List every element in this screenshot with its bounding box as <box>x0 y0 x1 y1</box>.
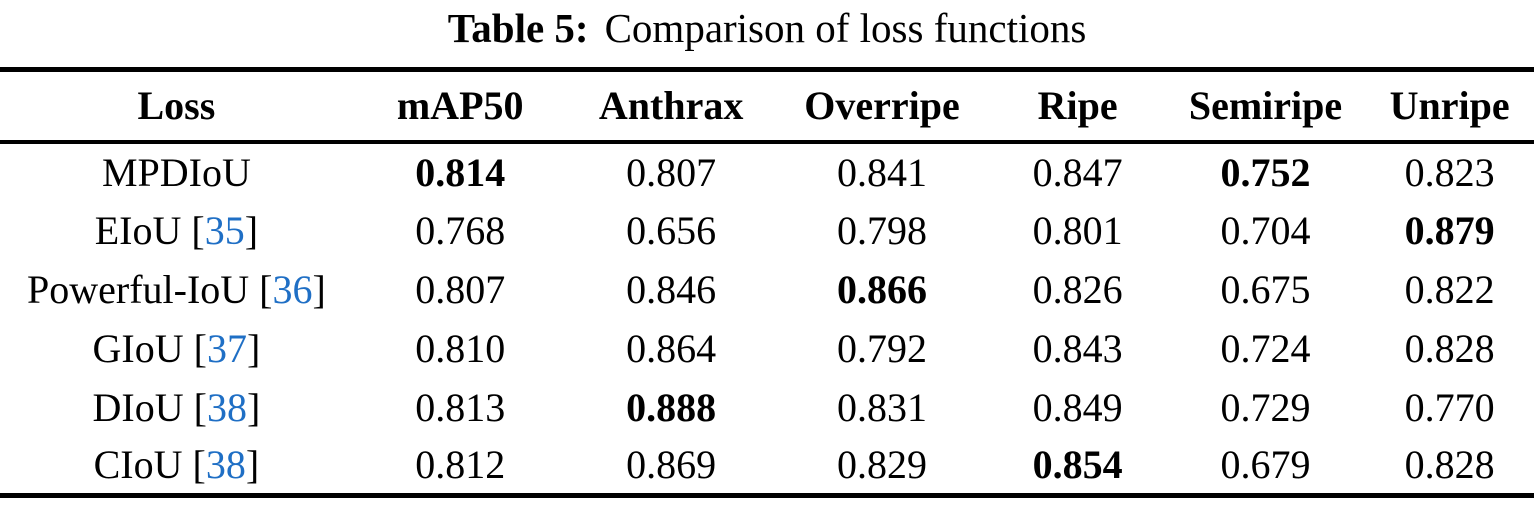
metric-value: 0.704 <box>1220 207 1311 253</box>
metric-value: 0.843 <box>1032 325 1123 371</box>
table-caption-label: Table 5: <box>447 5 589 51</box>
metric-value: 0.822 <box>1404 266 1495 312</box>
table-caption: Table 5: Comparison of loss functions <box>0 0 1534 67</box>
metric-value: 0.828 <box>1404 442 1495 488</box>
table-row: CIoU [38] 0.812 0.869 0.829 0.854 0.679 0.828 <box>0 437 1534 496</box>
citation-link[interactable]: 38 <box>205 442 246 488</box>
metric-value: 0.831 <box>837 384 928 430</box>
metric-value: 0.849 <box>1032 384 1123 430</box>
loss-name: CIoU <box>93 442 183 488</box>
citation-link[interactable]: 36 <box>272 266 313 312</box>
table-body: MPDIoU 0.814 0.807 0.841 0.847 0.752 0.823 EIoU… <box>0 142 1534 496</box>
citation-link[interactable]: 35 <box>204 207 245 253</box>
loss-name: EIoU <box>94 207 182 253</box>
metric-value: 0.810 <box>415 325 506 371</box>
metric-value: 0.828 <box>1404 325 1495 371</box>
citation-link[interactable]: 37 <box>206 325 247 371</box>
metric-value: 0.813 <box>415 384 506 430</box>
table-row: DIoU [38] 0.813 0.888 0.831 0.849 0.729 0.770 <box>0 378 1534 437</box>
table-head: Loss mAP50 Anthrax Overripe Ripe Semiripe Unri… <box>0 69 1534 144</box>
metric-value: 0.801 <box>1032 207 1123 253</box>
citation-link[interactable]: 38 <box>206 384 247 430</box>
loss-name-cell: MPDIoU <box>0 142 353 201</box>
metric-value: 0.866 <box>837 266 928 312</box>
loss-name-cell: GIoU [37] <box>92 325 261 371</box>
metric-value: 0.847 <box>1032 149 1123 195</box>
column-header-anthrax: Anthrax <box>567 69 775 144</box>
metric-value: 0.656 <box>626 207 717 253</box>
metric-value: 0.846 <box>626 266 717 312</box>
metric-value: 0.752 <box>1220 149 1311 195</box>
column-header-overripe: Overripe <box>774 69 990 144</box>
metric-value: 0.864 <box>626 325 717 371</box>
metric-value: 0.724 <box>1220 325 1311 371</box>
metric-value: 0.798 <box>837 207 928 253</box>
loss-name-cell: DIoU [38] <box>92 384 261 430</box>
column-header-map50: mAP50 <box>352 69 568 144</box>
table-caption-text: Comparison of loss functions <box>604 5 1087 51</box>
loss-comparison-table: Loss mAP50 Anthrax Overripe Ripe Semiripe Unri… <box>0 67 1534 498</box>
metric-value: 0.879 <box>1404 207 1495 253</box>
loss-name: GIoU <box>92 325 184 371</box>
table-row: EIoU [35] 0.768 0.656 0.798 0.801 0.704 0.879 <box>0 201 1534 260</box>
metric-value: 0.792 <box>837 325 928 371</box>
header-row: Loss mAP50 Anthrax Overripe Ripe Semiripe Unri… <box>0 69 1534 144</box>
column-header-loss: Loss <box>0 69 353 144</box>
loss-name: MPDIoU <box>101 149 251 195</box>
metric-value: 0.888 <box>626 384 717 430</box>
column-header-ripe: Ripe <box>989 69 1166 144</box>
table-row: MPDIoU 0.814 0.807 0.841 0.847 0.752 0.823 <box>0 142 1534 201</box>
column-header-unripe: Unripe <box>1365 69 1534 144</box>
metric-value: 0.768 <box>415 207 506 253</box>
metric-value: 0.854 <box>1032 442 1123 488</box>
metric-value: 0.826 <box>1032 266 1123 312</box>
metric-value: 0.770 <box>1404 384 1495 430</box>
loss-name-cell: EIoU [35] <box>94 207 259 253</box>
metric-value: 0.869 <box>626 442 717 488</box>
loss-name-cell: CIoU [38] <box>93 442 260 488</box>
metric-value: 0.807 <box>415 266 506 312</box>
table-row: Powerful-IoU [36] 0.807 0.846 0.866 0.826 0.6… <box>0 260 1534 319</box>
column-header-semiripe: Semiripe <box>1165 69 1366 144</box>
table-row: GIoU [37] 0.810 0.864 0.792 0.843 0.724 0.828 <box>0 319 1534 378</box>
loss-name: DIoU <box>92 384 184 430</box>
metric-value: 0.729 <box>1220 384 1311 430</box>
metric-value: 0.679 <box>1220 442 1311 488</box>
metric-value: 0.829 <box>837 442 928 488</box>
metric-value: 0.823 <box>1404 149 1495 195</box>
loss-name: Powerful-IoU <box>26 266 250 312</box>
metric-value: 0.814 <box>415 149 506 195</box>
metric-value: 0.841 <box>837 149 928 195</box>
loss-name-cell: Powerful-IoU [36] <box>26 266 326 312</box>
metric-value: 0.807 <box>626 149 717 195</box>
metric-value: 0.812 <box>415 442 506 488</box>
metric-value: 0.675 <box>1220 266 1311 312</box>
